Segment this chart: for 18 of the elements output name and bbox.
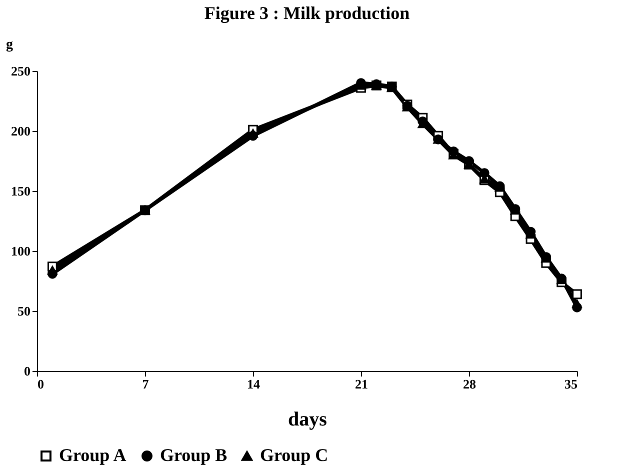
- x-tick-label: 28: [463, 376, 476, 392]
- x-tick-label: 35: [564, 376, 578, 392]
- x-tick-label: 21: [355, 376, 368, 392]
- x-axis-title: days: [288, 408, 328, 430]
- y-tick-label: 250: [11, 64, 30, 78]
- x-tick-label: 0: [38, 376, 44, 392]
- legend-label: Group A: [59, 445, 126, 465]
- y-axis-title: g: [6, 38, 13, 52]
- legend-label: Group B: [160, 445, 228, 465]
- chart-title: Figure 3 : Milk production: [204, 3, 410, 23]
- x-tick-label: 7: [142, 376, 150, 392]
- legend-label: Group C: [260, 445, 328, 465]
- y-tick-label: 0: [24, 364, 30, 378]
- y-tick-label: 50: [18, 304, 30, 318]
- y-tick-label: 100: [11, 244, 30, 258]
- y-tick-label: 150: [11, 184, 30, 198]
- y-tick-label: 200: [11, 124, 30, 138]
- x-tick-label: 14: [247, 376, 260, 392]
